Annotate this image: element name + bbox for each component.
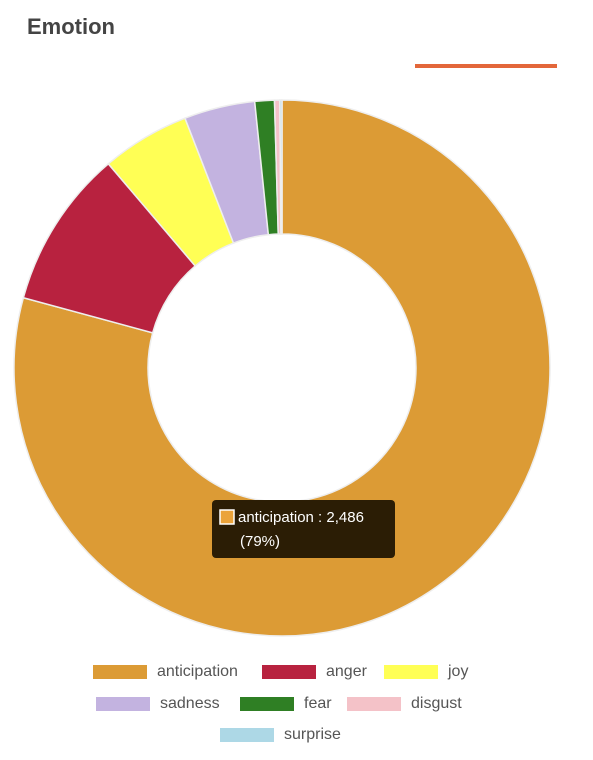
legend-label: surprise	[284, 726, 341, 743]
tooltip-swatch	[219, 509, 235, 525]
legend-swatch	[93, 665, 147, 679]
tooltip-text: anticipation : 2,486	[238, 509, 364, 526]
tooltip: anticipation : 2,486 (79%)	[212, 500, 395, 558]
legend-label: joy	[447, 663, 468, 680]
legend-label: anticipation	[157, 663, 238, 680]
legend-label: sadness	[160, 695, 220, 712]
legend-label: disgust	[411, 695, 462, 712]
chart-title: Emotion	[27, 14, 115, 39]
legend-swatch	[220, 728, 274, 742]
legend-swatch	[96, 697, 150, 711]
donut	[13, 99, 551, 637]
slice	[279, 99, 283, 235]
legend-label: fear	[304, 695, 332, 712]
legend-swatch	[384, 665, 438, 679]
legend-label: anger	[326, 663, 368, 680]
legend-swatch	[262, 665, 316, 679]
slice	[13, 99, 551, 637]
legend-swatch	[240, 697, 294, 711]
legend-swatch	[347, 697, 401, 711]
legend: anticipation anger joy sadness fear disgust su…	[93, 663, 468, 743]
tooltip-percent: (79%)	[240, 533, 280, 550]
tooltip-box	[212, 500, 395, 558]
